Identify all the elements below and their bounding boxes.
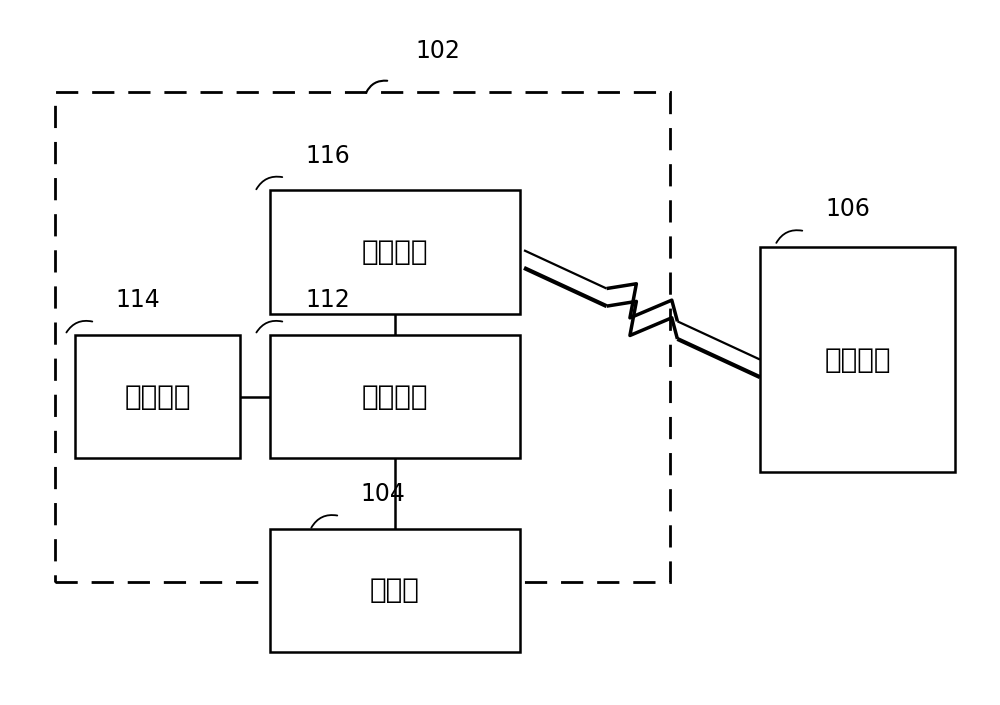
Text: 112: 112 [305, 288, 350, 312]
Text: 广播设备: 广播设备 [824, 345, 891, 374]
Bar [55, 92, 670, 582]
Bar [270, 529, 520, 652]
Bar [75, 335, 240, 458]
Text: 106: 106 [825, 197, 870, 221]
Text: 114: 114 [115, 288, 160, 312]
Text: 处理单元: 处理单元 [362, 383, 428, 410]
Text: 缓存单元: 缓存单元 [124, 383, 191, 410]
Text: 感应单元: 感应单元 [362, 238, 428, 266]
Bar [760, 247, 955, 472]
Text: 102: 102 [415, 39, 460, 63]
Text: 服务器: 服务器 [370, 577, 420, 604]
Bar [270, 190, 520, 314]
Bar [270, 335, 520, 458]
Text: 104: 104 [360, 482, 405, 506]
Text: 116: 116 [305, 144, 350, 168]
